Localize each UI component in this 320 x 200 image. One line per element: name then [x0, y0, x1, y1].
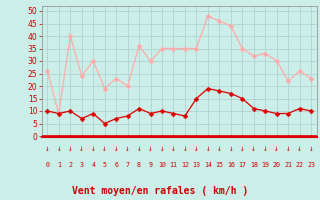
Text: 8: 8 [137, 162, 141, 168]
Text: 6: 6 [114, 162, 118, 168]
Text: 7: 7 [125, 162, 130, 168]
Text: 17: 17 [238, 162, 246, 168]
Text: 5: 5 [103, 162, 107, 168]
Text: ↓: ↓ [79, 144, 84, 153]
Text: 15: 15 [215, 162, 223, 168]
Text: ↓: ↓ [194, 144, 199, 153]
Text: 1: 1 [57, 162, 61, 168]
Text: 19: 19 [261, 162, 269, 168]
Text: ↓: ↓ [228, 144, 233, 153]
Text: ↓: ↓ [102, 144, 107, 153]
Text: 9: 9 [148, 162, 153, 168]
Text: ↓: ↓ [240, 144, 244, 153]
Text: ↓: ↓ [252, 144, 256, 153]
Text: ↓: ↓ [171, 144, 176, 153]
Text: ↓: ↓ [205, 144, 210, 153]
Text: 4: 4 [91, 162, 95, 168]
Text: ↓: ↓ [263, 144, 268, 153]
Text: ↓: ↓ [286, 144, 291, 153]
Text: ↓: ↓ [217, 144, 222, 153]
Text: 0: 0 [45, 162, 49, 168]
Text: ↓: ↓ [160, 144, 164, 153]
Text: ↓: ↓ [45, 144, 50, 153]
Text: ↓: ↓ [68, 144, 73, 153]
Text: 2: 2 [68, 162, 72, 168]
Text: 13: 13 [192, 162, 200, 168]
Text: 22: 22 [296, 162, 304, 168]
Text: ↓: ↓ [114, 144, 118, 153]
Text: 20: 20 [273, 162, 281, 168]
Text: 23: 23 [307, 162, 315, 168]
Text: ↓: ↓ [274, 144, 279, 153]
Text: ↓: ↓ [297, 144, 302, 153]
Text: 3: 3 [80, 162, 84, 168]
Text: 14: 14 [204, 162, 212, 168]
Text: 10: 10 [158, 162, 166, 168]
Text: 16: 16 [227, 162, 235, 168]
Text: Vent moyen/en rafales ( km/h ): Vent moyen/en rafales ( km/h ) [72, 186, 248, 196]
Text: ↓: ↓ [57, 144, 61, 153]
Text: ↓: ↓ [309, 144, 313, 153]
Text: 12: 12 [181, 162, 189, 168]
Text: 21: 21 [284, 162, 292, 168]
Text: ↓: ↓ [137, 144, 141, 153]
Text: ↓: ↓ [91, 144, 95, 153]
Text: ↓: ↓ [148, 144, 153, 153]
Text: 11: 11 [170, 162, 178, 168]
Text: ↓: ↓ [183, 144, 187, 153]
Text: ↓: ↓ [125, 144, 130, 153]
Text: 18: 18 [250, 162, 258, 168]
